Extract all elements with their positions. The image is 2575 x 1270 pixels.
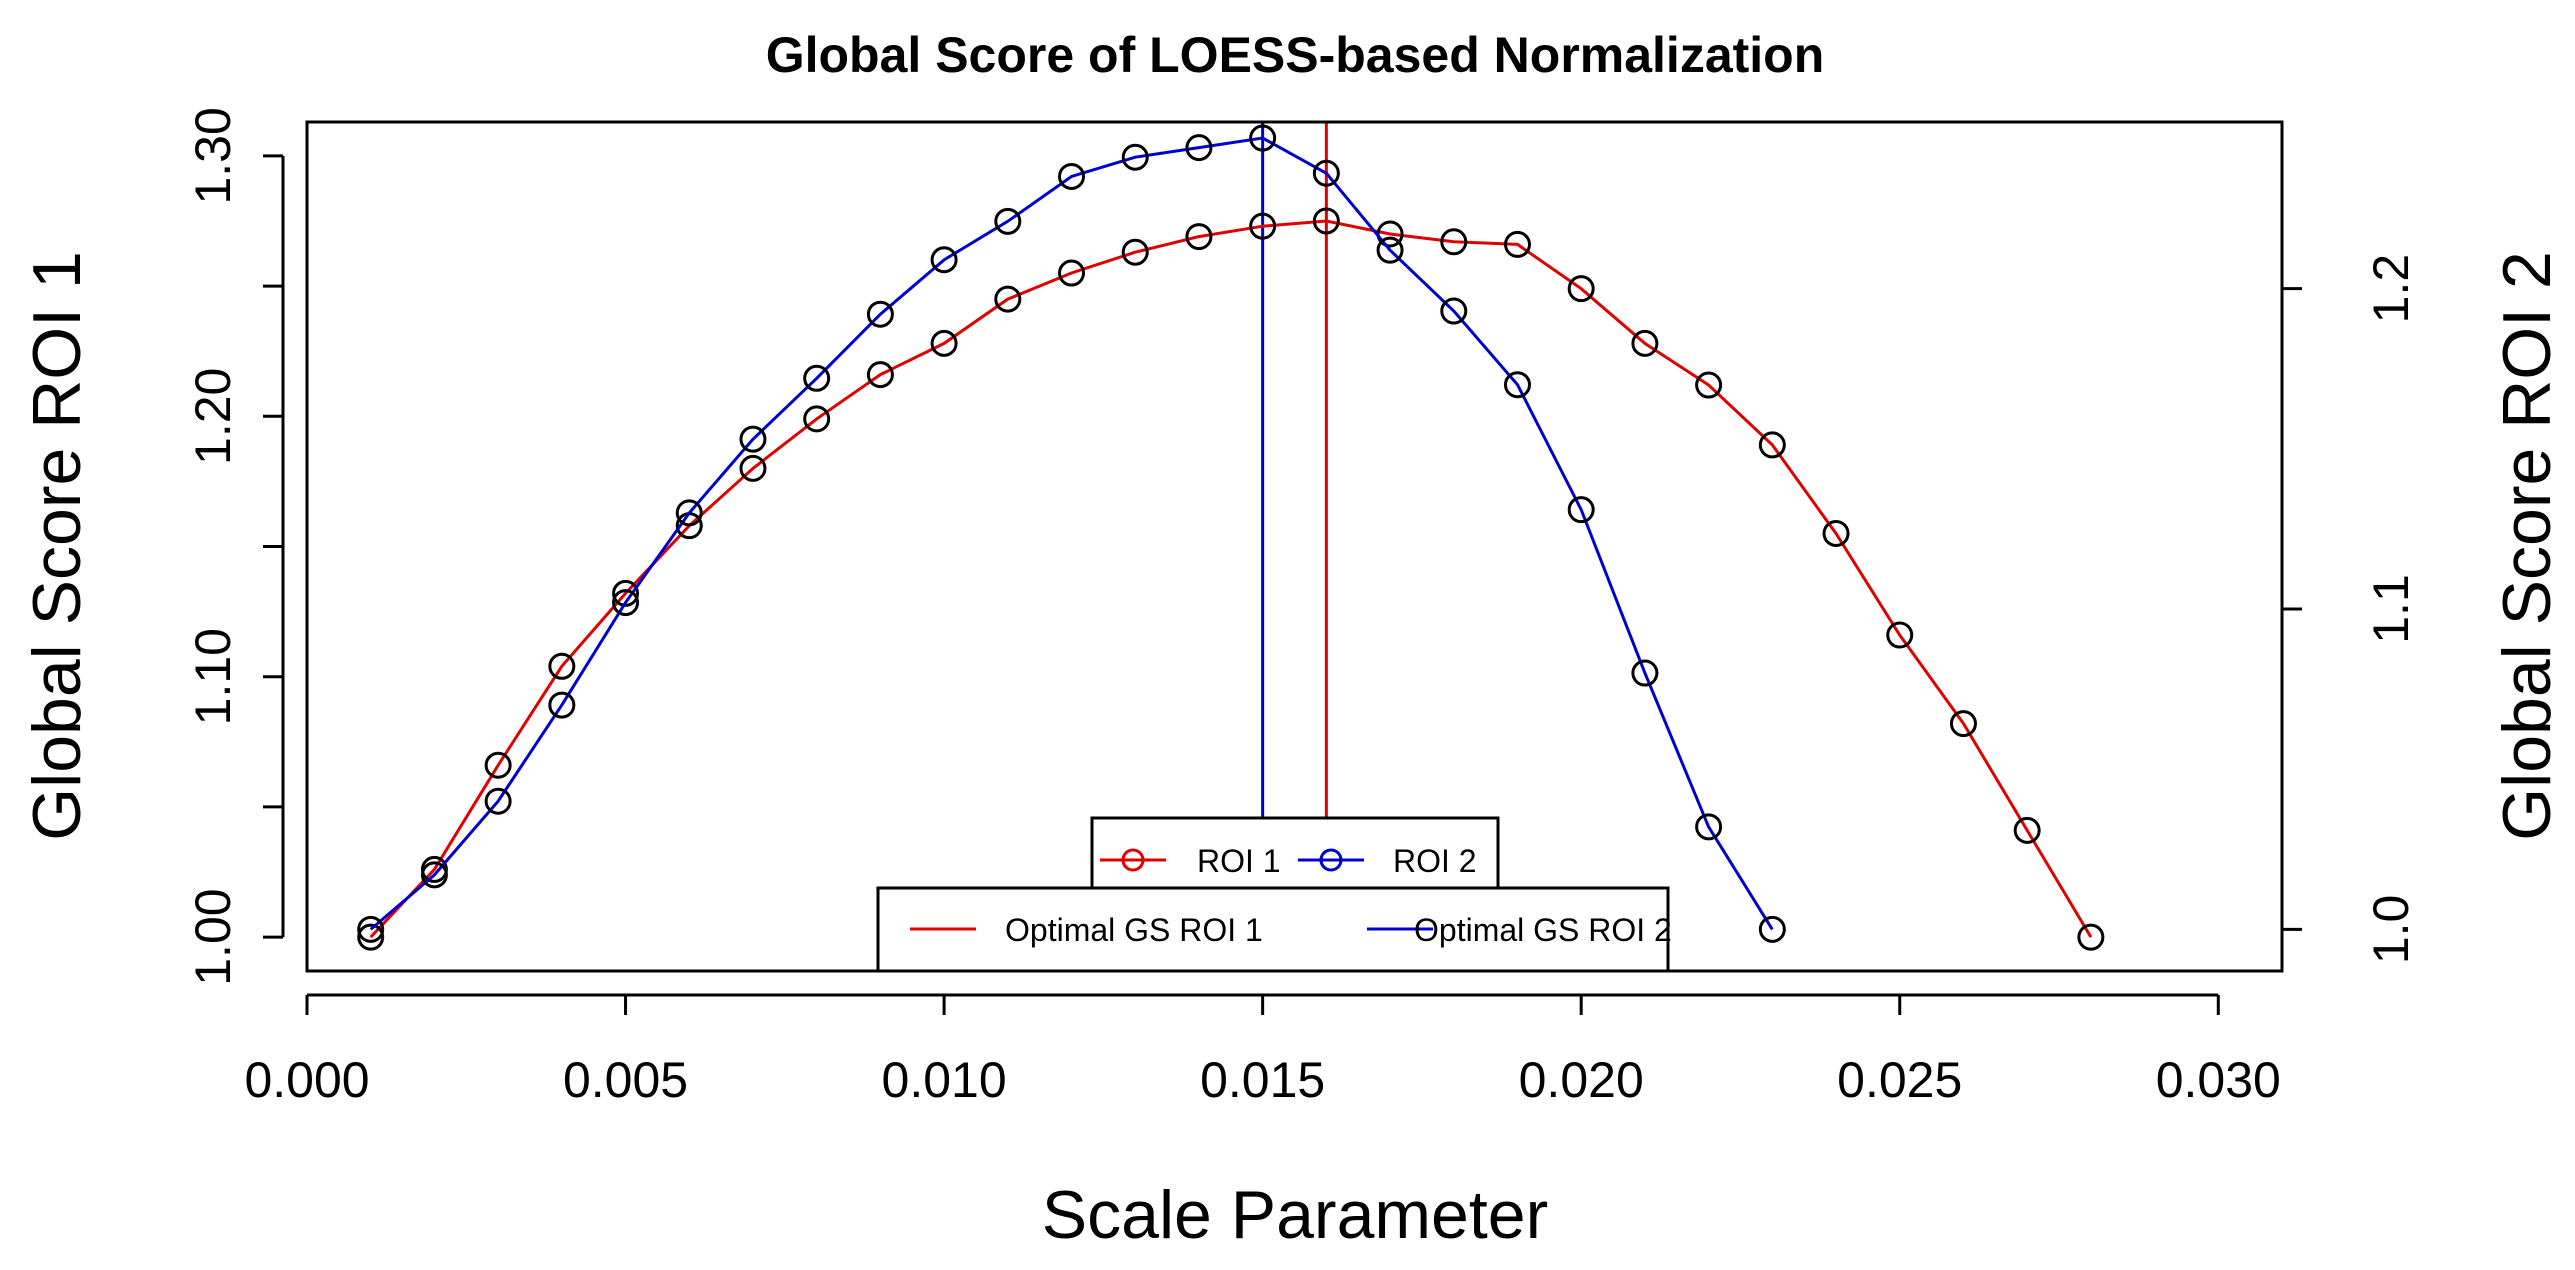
data-point-roi1 xyxy=(1949,710,1977,738)
data-point-roi1 xyxy=(1822,519,1850,547)
x-tick-label: 0.025 xyxy=(1837,1052,1962,1108)
data-point-roi2 xyxy=(1567,496,1595,524)
y-right-tick-label: 1.0 xyxy=(2363,895,2419,965)
data-point-roi1 xyxy=(1758,431,1786,459)
y-axis-right-label: Global Score ROI 2 xyxy=(2489,251,2565,841)
data-point-roi1 xyxy=(548,652,576,680)
data-point-roi2 xyxy=(1631,659,1659,687)
y-right-tick-label: 1.1 xyxy=(2363,574,2419,644)
data-point-roi2 xyxy=(930,246,958,274)
data-point-roi1 xyxy=(930,329,958,357)
data-point-roi2 xyxy=(1121,143,1149,171)
axes: 0.000 0.005 0.010 0.015 0.020 0.025 0.030 1.00 1… xyxy=(185,107,2419,1108)
data-point-roi1 xyxy=(1185,223,1213,251)
data-point-roi1 xyxy=(1695,371,1723,399)
legend-optimal-roi1-label: Optimal GS ROI 1 xyxy=(1005,912,1263,948)
data-point-roi1 xyxy=(2077,923,2105,951)
chart-title: Global Score of LOESS-based Normalizatio… xyxy=(766,27,1825,83)
legend-roi2-marker xyxy=(1319,848,1343,872)
y-left-tick-label: 1.20 xyxy=(185,368,241,465)
legend-roi2-label: ROI 2 xyxy=(1393,843,1477,879)
data-point-roi2 xyxy=(1249,124,1277,152)
data-point-roi1 xyxy=(1312,207,1340,235)
data-point-roi2 xyxy=(866,300,894,328)
data-point-roi2 xyxy=(675,499,703,527)
legend-roi1-marker xyxy=(1121,848,1145,872)
data-point-roi1 xyxy=(866,361,894,389)
data-point-roi1 xyxy=(1567,275,1595,303)
y-right-tick-label: 1.2 xyxy=(2363,254,2419,324)
legend-optimal-roi2-label: Optimal GS ROI 2 xyxy=(1414,912,1672,948)
data-point-roi1 xyxy=(1249,212,1277,240)
x-tick-label: 0.005 xyxy=(563,1052,688,1108)
data-point-roi1 xyxy=(1121,238,1149,266)
data-point-roi1 xyxy=(1886,621,1914,649)
data-point-roi2 xyxy=(1376,236,1404,264)
data-point-roi2 xyxy=(484,787,512,815)
data-point-roi2 xyxy=(548,691,576,719)
data-point-roi1 xyxy=(803,405,831,433)
data-point-roi2 xyxy=(420,861,448,889)
data-point-roi2 xyxy=(739,425,767,453)
x-tick-label: 0.020 xyxy=(1519,1052,1644,1108)
x-tick-label: 0.000 xyxy=(244,1052,369,1108)
x-axis-label: Scale Parameter xyxy=(1042,1177,1548,1253)
x-tick-label: 0.010 xyxy=(882,1052,1007,1108)
y-left-tick-label: 1.10 xyxy=(185,628,241,725)
legend-optimal: Optimal GS ROI 1 Optimal GS ROI 2 xyxy=(876,886,1672,973)
data-point-roi1 xyxy=(739,454,767,482)
data-point-roi1 xyxy=(1503,230,1531,258)
data-point-roi2 xyxy=(1312,159,1340,187)
legend-series: ROI 1 ROI 2 xyxy=(1090,816,1500,890)
data-point-roi1 xyxy=(1440,228,1468,256)
x-tick-label: 0.030 xyxy=(2156,1052,2281,1108)
data-point-roi2 xyxy=(1058,162,1086,190)
legend-optimal-box xyxy=(876,886,1670,973)
series-line-roi2 xyxy=(369,136,1774,931)
data-point-roi1 xyxy=(994,285,1022,313)
data-point-roi2 xyxy=(1695,813,1723,841)
data-point-roi1 xyxy=(1631,329,1659,357)
legend-roi1-label: ROI 1 xyxy=(1197,843,1281,879)
data-point-roi1 xyxy=(2013,816,2041,844)
y-left-tick-label: 1.30 xyxy=(185,107,241,204)
data-point-roi1 xyxy=(1058,259,1086,287)
data-point-roi2 xyxy=(612,589,640,617)
y-left-tick-label: 1.00 xyxy=(185,888,241,985)
y-axis-left-label: Global Score ROI 1 xyxy=(19,251,95,841)
data-point-roi2 xyxy=(357,915,385,943)
data-point-roi1 xyxy=(484,751,512,779)
data-point-roi2 xyxy=(1185,134,1213,162)
data-point-roi2 xyxy=(803,364,831,392)
data-point-roi2 xyxy=(994,207,1022,235)
data-point-roi2 xyxy=(1758,915,1786,943)
data-point-roi2 xyxy=(1503,371,1531,399)
data-point-roi2 xyxy=(1440,297,1468,325)
series-layer xyxy=(357,122,2105,951)
data-point-roi1 xyxy=(357,923,385,951)
data-point-roi1 xyxy=(612,579,640,607)
x-tick-label: 0.015 xyxy=(1200,1052,1325,1108)
